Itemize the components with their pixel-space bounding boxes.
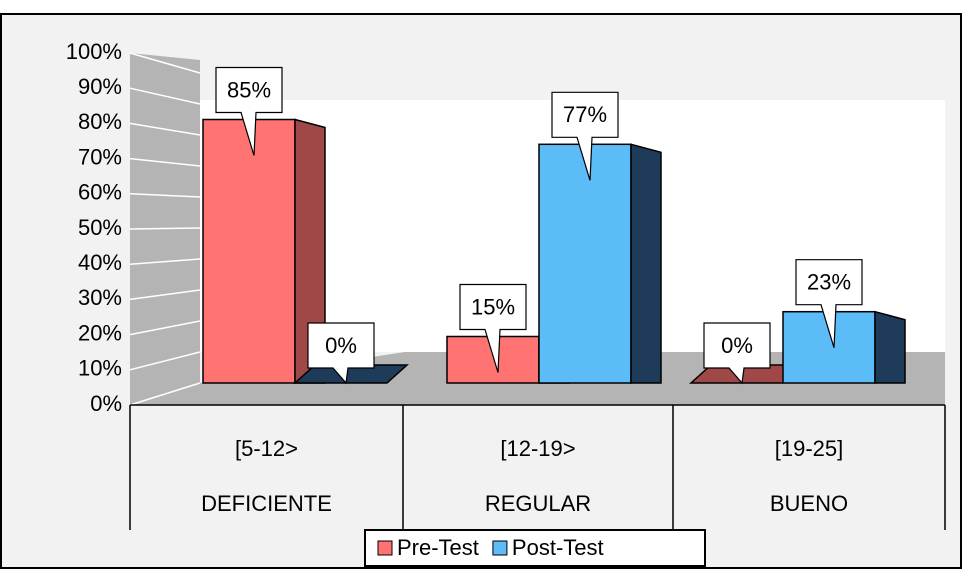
y-tick-label: 30% [78,285,122,310]
data-label: 77% [563,102,607,127]
data-label: 0% [721,333,753,358]
x-group-label: REGULAR [485,491,591,516]
bar-side [630,143,662,384]
grid-line [129,289,201,301]
y-tick-label: 100% [66,39,122,64]
grid-line [129,87,201,105]
x-tick-label: [12-19> [500,436,575,461]
grid-line [129,258,201,265]
bar-front [538,143,632,384]
x-tick-label: [19-25] [775,436,844,461]
legend-swatch [377,540,393,556]
y-tick-label: 70% [78,144,122,169]
x-tick-label: [5-12> [235,436,298,461]
y-tick-label: 60% [78,180,122,205]
data-label-box [795,259,863,348]
data-label-box [551,91,619,181]
grid-line [129,193,201,198]
bar [293,364,409,384]
bar-front [202,118,296,384]
bar-flat [293,364,409,384]
bar-side [874,310,906,384]
data-label: 0% [325,333,357,358]
y-tick-label: 20% [78,320,122,345]
grid-line [129,52,201,74]
x-group-label: DEFICIENTE [201,491,332,516]
y-tick-label: 80% [78,109,122,134]
grid-line [129,122,201,136]
legend-swatch [492,540,508,556]
bar [538,143,662,384]
legend-label: Post-Test [512,535,604,560]
bar [782,310,906,384]
grid-line [129,351,201,371]
grid-line [129,320,201,336]
y-tick-label: 90% [78,74,122,99]
grid-line [129,382,201,406]
y-tick-label: 50% [78,215,122,240]
data-label-box [459,283,527,373]
y-tick-label: 40% [78,250,122,275]
grid-line [129,157,201,167]
y-tick-label: 10% [78,356,122,381]
bar [202,118,326,384]
grid-line [129,227,201,230]
data-label-box [215,66,283,156]
y-tick-label: 0% [90,391,122,416]
data-label-box [307,322,375,385]
data-label: 15% [471,294,515,319]
data-label-box [703,322,771,385]
data-label: 85% [227,77,271,102]
x-group-label: BUENO [770,491,848,516]
legend-label: Pre-Test [397,535,479,560]
data-label: 23% [807,270,851,295]
legend-box [364,529,706,567]
